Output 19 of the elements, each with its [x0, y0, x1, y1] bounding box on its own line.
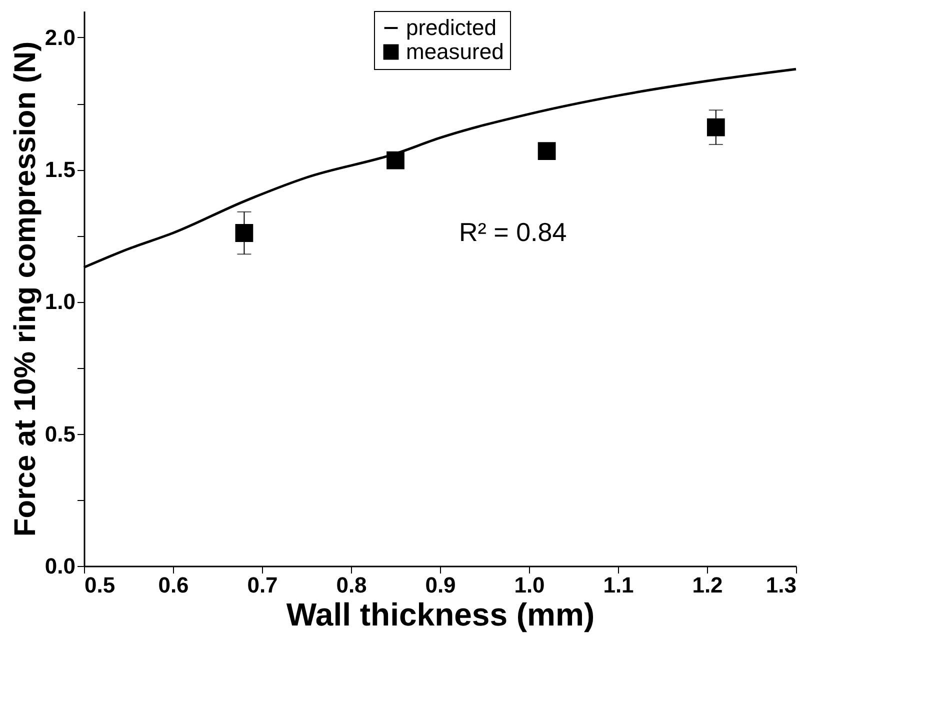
x-tick-label: 0.8 — [336, 572, 367, 598]
x-tick-label: 1.2 — [692, 572, 723, 598]
legend-label: predicted — [406, 15, 497, 40]
y-tick-label: 1.5 — [44, 157, 76, 182]
y-tick-label: 1.0 — [44, 289, 76, 314]
y-tick-label: 2.0 — [44, 24, 76, 50]
x-axis-title: Wall thickness (mm) — [286, 596, 595, 632]
x-tick-label: 0.9 — [425, 572, 456, 598]
x-tick-label: 0.6 — [158, 572, 189, 598]
annotation: R² = 0.84 — [459, 217, 567, 247]
y-tick-label: 0.5 — [44, 421, 76, 446]
x-tick-label: 0.7 — [247, 572, 278, 598]
x-tick-label: 1.3 — [766, 572, 796, 598]
y-axis-title: Force at 10% ring compression (N) — [8, 41, 42, 537]
x-tick-label: 0.5 — [84, 572, 116, 598]
x-tick-label: 1.0 — [514, 572, 545, 598]
legend-label: measured — [406, 39, 504, 64]
y-tick-label: 0.0 — [44, 554, 76, 578]
x-tick-label: 1.1 — [603, 572, 634, 598]
